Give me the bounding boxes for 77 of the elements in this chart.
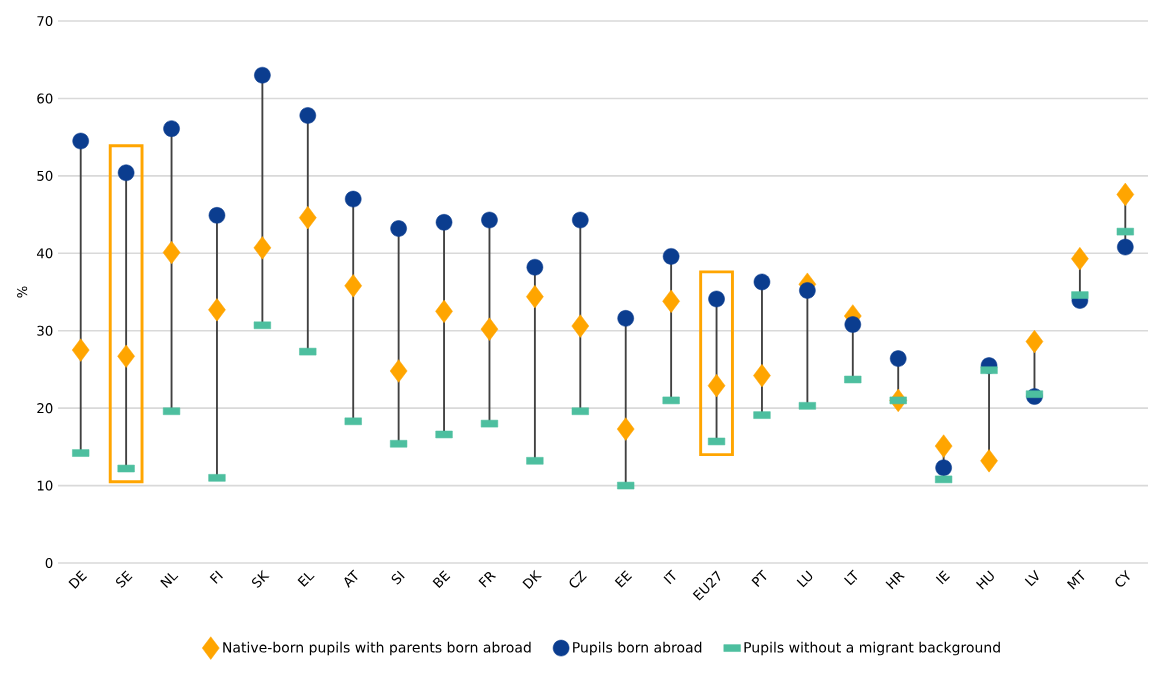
point — [526, 285, 544, 309]
point — [799, 282, 816, 299]
x-tick-label: LV — [1024, 569, 1039, 587]
x-tick-label: HR — [885, 571, 905, 590]
x-tick-label: EL — [297, 573, 315, 587]
y-tick-label: 30 — [37, 325, 53, 336]
x-tick-label: FR — [478, 571, 497, 588]
x-tick-label: BE — [432, 570, 451, 589]
point — [753, 364, 771, 388]
x-tick-label: CY — [1115, 569, 1130, 587]
point — [1071, 247, 1089, 271]
x-tick-label: SE — [115, 570, 133, 588]
point — [707, 374, 726, 398]
point — [163, 120, 180, 137]
legend-label: Native-born pupils with parents born abroad — [223, 641, 531, 656]
point — [1025, 329, 1044, 354]
point — [572, 211, 589, 229]
point — [617, 310, 634, 327]
point — [208, 298, 226, 322]
point — [934, 434, 953, 458]
point — [390, 220, 407, 237]
x-tick-label: IE — [935, 570, 950, 585]
point — [753, 273, 771, 291]
point — [889, 350, 907, 367]
point — [935, 459, 952, 477]
point — [72, 132, 89, 150]
legend-label: Pupils without a migrant background — [744, 641, 1000, 656]
point — [344, 274, 362, 298]
x-tick-label: DK — [522, 569, 542, 590]
x-tick-label: PT — [751, 569, 767, 588]
y-tick-label: 50 — [37, 170, 53, 181]
point — [1117, 238, 1134, 256]
y-tick-label: 40 — [36, 248, 53, 259]
point — [299, 107, 317, 124]
point — [662, 248, 680, 265]
point — [480, 317, 499, 341]
x-tick-label: CZ — [569, 570, 587, 588]
x-tick-label: DE — [68, 570, 87, 589]
point — [299, 206, 317, 230]
x-tick-label: SI — [391, 570, 405, 585]
point — [254, 66, 271, 84]
y-tick-label: 70 — [37, 15, 53, 27]
point — [844, 316, 862, 333]
point — [481, 211, 498, 229]
x-tick-label: HU — [975, 570, 994, 590]
y-axis-title: % — [17, 286, 28, 298]
point — [708, 290, 725, 308]
x-tick-label: LU — [796, 570, 813, 588]
x-tick-label: MT — [1066, 569, 1085, 590]
y-tick-label: 0 — [45, 557, 53, 569]
point — [389, 359, 408, 383]
legend-label: Pupils born abroad — [573, 641, 702, 656]
point — [616, 417, 635, 441]
point — [980, 449, 998, 473]
point — [662, 289, 680, 313]
x-tick-label: IT — [663, 569, 676, 585]
point — [208, 207, 226, 224]
point — [1116, 182, 1135, 207]
x-tick-label: NL — [160, 573, 179, 588]
point — [344, 190, 362, 208]
y-tick-label: 20 — [37, 403, 53, 414]
x-tick-label: LT — [844, 569, 858, 586]
x-tick-label: EE — [614, 570, 632, 588]
point — [253, 236, 272, 260]
point — [435, 299, 453, 323]
point — [162, 240, 181, 265]
point — [571, 314, 590, 338]
x-tick-label: AT — [344, 569, 358, 588]
point — [117, 344, 135, 368]
point — [117, 164, 135, 182]
point — [435, 214, 453, 231]
y-tick-label: 60 — [37, 93, 53, 104]
x-tick-label: FI — [209, 570, 223, 584]
point — [71, 338, 90, 362]
point — [526, 258, 544, 276]
y-tick-label: 10 — [37, 480, 53, 491]
x-tick-label: SK — [251, 569, 270, 588]
